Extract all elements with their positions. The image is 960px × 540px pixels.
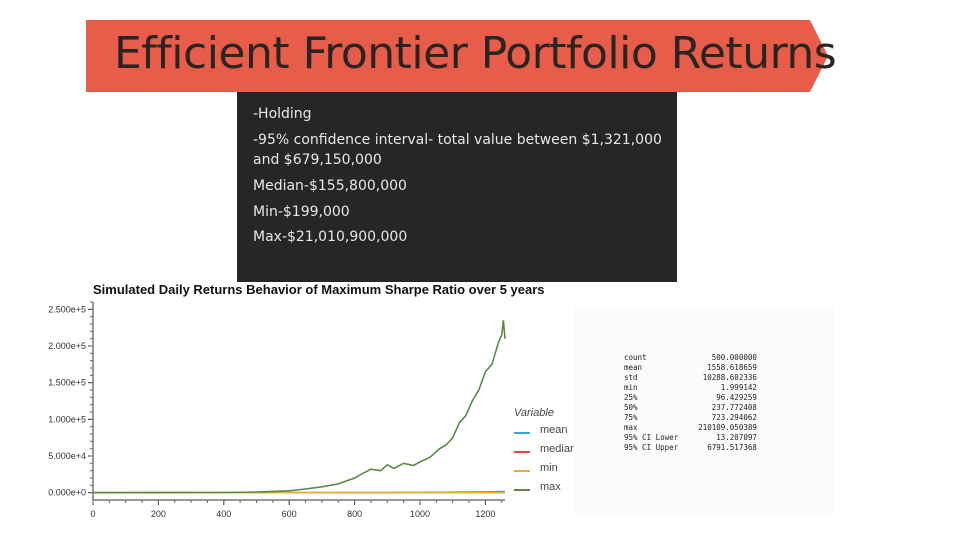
stats-summary-box: -Holding -95% confidence interval- total… bbox=[237, 92, 677, 282]
stat-name: 75% bbox=[624, 413, 638, 422]
y-tick-label: 2.500e+5 bbox=[48, 304, 86, 314]
stat-name: std bbox=[624, 373, 638, 382]
stat-name: 50% bbox=[624, 403, 638, 412]
stat-name: min bbox=[624, 383, 638, 392]
x-tick-label: 600 bbox=[282, 509, 297, 519]
chart-title: Simulated Daily Returns Behavior of Maxi… bbox=[93, 282, 545, 297]
legend-swatch-mean bbox=[514, 432, 530, 434]
stat-name: max bbox=[624, 423, 638, 432]
stats-line-max: Max-$21,010,900,000 bbox=[253, 229, 408, 245]
title-banner: Efficient Frontier Portfolio Returns bbox=[86, 20, 837, 92]
stat-value: 10288.602336 bbox=[702, 373, 757, 382]
table-row: mean 1558.618659 bbox=[624, 363, 757, 373]
legend-label-min: min bbox=[540, 462, 558, 474]
table-row: max 210109.050389 bbox=[624, 423, 757, 433]
stat-value: 1558.618659 bbox=[707, 363, 757, 372]
stat-value: 210109.050389 bbox=[698, 423, 757, 432]
stats-line-ci-cont: and $679,150,000 bbox=[253, 152, 382, 168]
stat-name: 25% bbox=[624, 393, 638, 402]
stats-line-holding: -Holding bbox=[253, 106, 312, 122]
table-row: 50% 237.772408 bbox=[624, 403, 757, 413]
series-line-mean bbox=[93, 490, 506, 494]
stat-value: 6791.517368 bbox=[707, 443, 757, 452]
legend-swatch-min bbox=[514, 470, 530, 472]
stats-line-median: Median-$155,800,000 bbox=[253, 178, 407, 194]
legend-label-mean: mean bbox=[540, 424, 568, 436]
stat-value: 237.772408 bbox=[711, 403, 757, 412]
legend-title: Variable bbox=[514, 407, 554, 419]
y-tick-label: 1.500e+5 bbox=[48, 378, 86, 388]
table-row: 75% 723.294062 bbox=[624, 413, 757, 423]
series-line-max bbox=[92, 320, 506, 494]
legend-label-median: median bbox=[540, 443, 577, 455]
x-tick-label: 800 bbox=[347, 509, 362, 519]
stat-name: 95% CI Upper bbox=[624, 443, 679, 452]
x-tick-label: 0 bbox=[90, 509, 95, 519]
stat-value: 96.429259 bbox=[716, 393, 757, 402]
table-row: 25% 96.429259 bbox=[624, 393, 757, 403]
legend-label-max: max bbox=[540, 481, 561, 493]
stats-line-min: Min-$199,000 bbox=[253, 204, 350, 220]
table-row: min 1.999142 bbox=[624, 383, 757, 393]
y-tick-label: 1.000e+5 bbox=[48, 414, 86, 424]
legend-swatch-median bbox=[514, 451, 530, 453]
stat-value: 723.294062 bbox=[711, 413, 757, 422]
stat-name: count bbox=[624, 353, 647, 362]
stat-value: 13.207097 bbox=[716, 433, 757, 442]
describe-table-image: count 500.000000 mean 1558.618659 std 10288.6… bbox=[574, 306, 834, 516]
slide-title: Efficient Frontier Portfolio Returns bbox=[114, 28, 837, 79]
y-tick-label: 0.000e+0 bbox=[48, 488, 86, 498]
x-tick-label: 400 bbox=[216, 509, 231, 519]
stat-name: 95% CI Lower bbox=[624, 433, 679, 442]
stats-line-ci: -95% confidence interval- total value be… bbox=[253, 132, 662, 148]
stat-name: mean bbox=[624, 363, 643, 372]
x-tick-label: 1000 bbox=[410, 509, 430, 519]
chart-legend: Variable mean median min max bbox=[508, 400, 576, 500]
title-banner-shape bbox=[86, 20, 828, 92]
x-tick-label: 1200 bbox=[475, 509, 495, 519]
describe-table: count 500.000000 mean 1558.618659 std 10288.6… bbox=[624, 353, 757, 453]
table-row: count 500.000000 bbox=[624, 353, 757, 363]
table-row: 95% CI Upper 6791.517368 bbox=[624, 443, 757, 453]
x-tick-label: 200 bbox=[151, 509, 166, 519]
legend-swatch-max bbox=[514, 489, 530, 491]
stat-value: 500.000000 bbox=[711, 353, 757, 362]
table-row: 95% CI Lower 13.207097 bbox=[624, 433, 757, 443]
y-tick-label: 2.000e+5 bbox=[48, 341, 86, 351]
stat-value: 1.999142 bbox=[720, 383, 757, 392]
y-tick-label: 5.000e+4 bbox=[48, 451, 86, 461]
table-row: std 10288.602336 bbox=[624, 373, 757, 383]
